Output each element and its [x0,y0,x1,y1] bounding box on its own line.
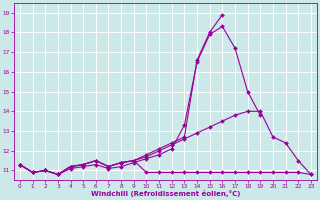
X-axis label: Windchill (Refroidissement éolien,°C): Windchill (Refroidissement éolien,°C) [91,190,240,197]
